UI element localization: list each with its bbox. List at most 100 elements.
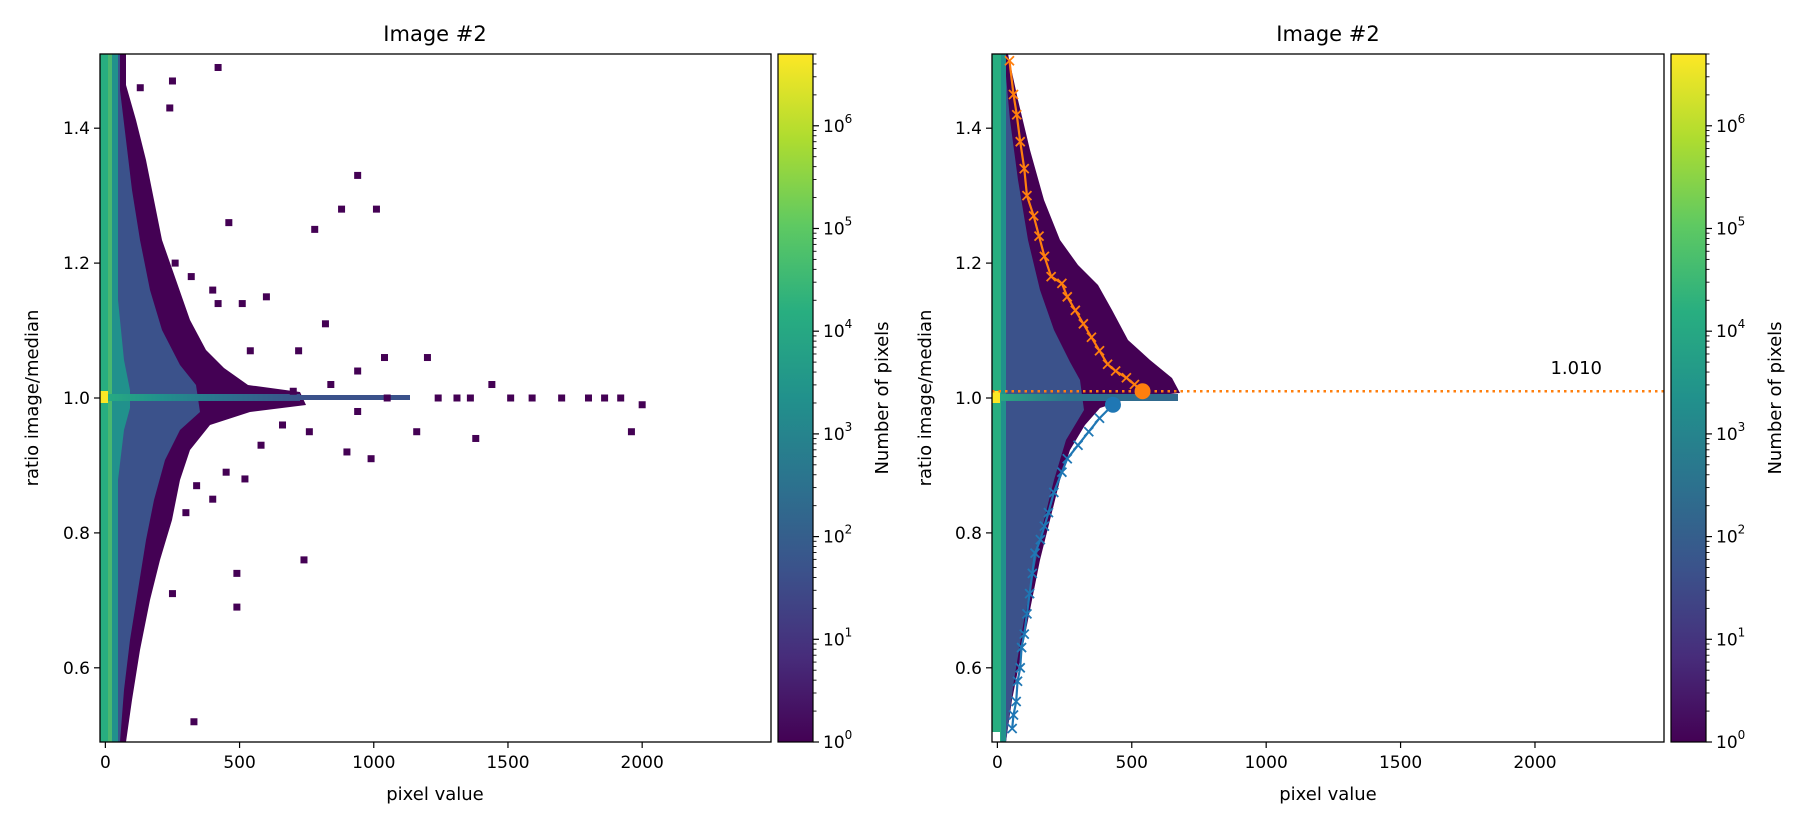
left-colorbar-frame	[777, 53, 814, 743]
sparse-cell	[338, 205, 346, 213]
sparse-cell	[472, 434, 480, 442]
left-colorbar-ticks: 100 101 102 103 104 105 106	[813, 53, 852, 753]
right-y-tick-label: 1.0	[955, 389, 982, 409]
series-marker-2	[1016, 642, 1027, 653]
left-title: Image #2	[383, 22, 486, 46]
left-colorbar-gradient	[778, 54, 813, 742]
series-marker-2	[1024, 588, 1035, 599]
series-marker-1	[1039, 251, 1050, 262]
left-heatmap	[100, 54, 646, 742]
series-marker-2	[1015, 662, 1026, 673]
sparse-cell	[238, 300, 246, 308]
right-ridge-band	[992, 394, 1178, 401]
series-marker-1	[1019, 163, 1030, 174]
right-colorbar-tick-label: 105	[1716, 214, 1745, 239]
right-colorbar-tick-label: 104	[1716, 317, 1745, 342]
sparse-cell	[222, 468, 230, 476]
right-colorbar-tick-label: 100	[1716, 728, 1745, 753]
sparse-cell	[168, 590, 176, 598]
right-colorbar-label: Number of pixels	[1765, 321, 1786, 474]
left-colorbar: 100 101 102 103 104 105 106 Number of pixels	[777, 53, 893, 753]
right-y-tick-label: 1.2	[955, 254, 982, 274]
left-y-tick-label: 1.2	[63, 254, 90, 274]
right-colorbar-tick-label: 101	[1716, 625, 1745, 650]
right-colorbar-ticks: 100 101 102 103 104 105 106	[1706, 53, 1745, 753]
sparse-cell	[300, 556, 308, 564]
series-marker-1	[1021, 190, 1033, 201]
sparse-cell	[289, 387, 297, 395]
left-y-tick-label: 1.0	[63, 389, 90, 409]
sparse-cell	[241, 475, 249, 483]
right-ridge-peak	[992, 391, 1000, 403]
left-y-ticks: 0.6 0.8 1.0 1.2 1.4	[63, 119, 100, 679]
series-marker-2	[1062, 453, 1073, 464]
series-marker-1	[1004, 55, 1015, 66]
series-marker-2	[1039, 521, 1050, 532]
sparse-cell	[187, 273, 195, 281]
series-marker-2	[1027, 568, 1038, 579]
threshold-annotation: 1.010	[1550, 358, 1602, 379]
sparse-cell	[257, 441, 265, 449]
series-marker-1	[1102, 359, 1113, 370]
series-marker-2	[1007, 723, 1018, 734]
series-marker-2	[1048, 487, 1059, 498]
sparse-cell	[295, 347, 303, 355]
series-marker-2	[1083, 426, 1094, 437]
sparse-cell	[321, 320, 329, 328]
sparse-cell	[354, 171, 362, 179]
sparse-cell	[166, 104, 174, 112]
left-sparse-cells	[136, 63, 646, 726]
left-x-ticks: 0 500 1000 1500 2000	[100, 742, 664, 773]
series-marker-1	[1028, 210, 1039, 222]
right-x-tick-label: 1500	[1379, 753, 1422, 773]
right-y-label: ratio image/median	[915, 310, 936, 487]
sparse-cell	[311, 225, 319, 233]
left-y-tick-label: 0.6	[63, 659, 90, 679]
right-column-cut	[992, 732, 1000, 742]
sparse-cell	[262, 293, 270, 301]
series-marker-1	[1033, 230, 1045, 242]
left-ridge-tail	[300, 395, 410, 400]
left-colorbar-tick-label: 102	[823, 523, 852, 548]
series-marker-2	[1011, 696, 1022, 707]
series-endpoint-2	[1104, 396, 1121, 413]
sparse-cell	[383, 394, 391, 402]
sparse-cell	[507, 394, 515, 402]
series-marker-1	[1008, 89, 1019, 100]
series-marker-1	[1121, 372, 1132, 383]
sparse-cell	[528, 394, 536, 402]
series-marker-2	[1008, 709, 1019, 721]
right-colorbar-tick-label: 103	[1716, 420, 1745, 445]
sparse-cell	[214, 63, 222, 71]
right-colorbar-gradient	[1671, 54, 1706, 742]
series-marker-2	[1035, 534, 1046, 545]
left-colorbar-tick-label: 100	[823, 728, 852, 753]
sparse-cell	[233, 569, 241, 577]
right-y-tick-label: 1.4	[955, 119, 982, 139]
left-y-tick-label: 1.4	[63, 119, 90, 139]
series-marker-2	[1043, 507, 1054, 518]
left-x-tick-label: 1000	[352, 753, 395, 773]
right-x-tick-label: 500	[1116, 753, 1148, 773]
sparse-cell	[327, 381, 335, 389]
sparse-cell	[354, 367, 362, 375]
series-marker-1	[1070, 305, 1081, 316]
sparse-cell	[171, 259, 179, 267]
left-x-label: pixel value	[386, 784, 484, 805]
left-colorbar-tick-label: 105	[823, 214, 852, 239]
sparse-cell	[136, 84, 144, 92]
sparse-cell	[466, 394, 474, 402]
sparse-cell	[413, 428, 421, 436]
right-colorbar-frame	[1670, 53, 1707, 743]
right-x-tick-label: 2000	[1513, 753, 1556, 773]
left-ridge-band	[100, 394, 300, 401]
sparse-cell	[209, 286, 217, 294]
series-marker-1	[1045, 271, 1057, 282]
series-marker-2	[1072, 440, 1084, 451]
left-colorbar-label: Number of pixels	[872, 321, 893, 474]
series-marker-2	[1021, 608, 1033, 619]
right-x-tick-label: 1000	[1245, 753, 1288, 773]
right-heatmap	[992, 54, 1664, 742]
sparse-cell	[168, 77, 176, 85]
series-marker-2	[1056, 467, 1068, 478]
